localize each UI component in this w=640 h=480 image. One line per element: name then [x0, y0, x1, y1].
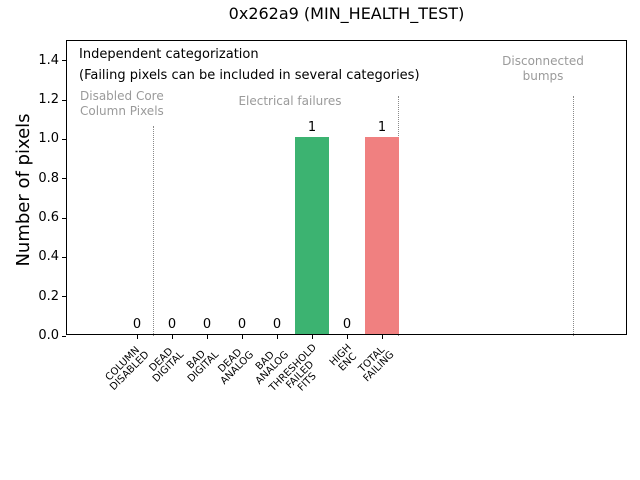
- y-tick-mark: [62, 296, 66, 298]
- y-tick-label: 0.8: [38, 170, 59, 186]
- x-tick-label: COLUMN DISABLED: [103, 344, 152, 393]
- group-label-disabled-core-column-pixels: Disabled Core Column Pixels: [80, 89, 164, 118]
- x-tick-label: TOTAL FAILING: [356, 344, 397, 385]
- y-tick-mark: [62, 60, 66, 62]
- y-tick-mark: [62, 256, 66, 258]
- x-tick-mark: [311, 335, 313, 339]
- y-tick-mark: [62, 138, 66, 140]
- y-tick-label: 1.0: [38, 131, 59, 147]
- bar-value-label: 1: [307, 120, 317, 136]
- x-tick-mark: [171, 335, 173, 339]
- chart-title: 0x262a9 (MIN_HEALTH_TEST): [228, 4, 465, 23]
- x-tick-mark: [381, 335, 383, 339]
- x-tick-mark: [346, 335, 348, 339]
- y-tick-mark: [62, 99, 66, 101]
- y-tick-mark: [62, 335, 66, 337]
- y-tick-mark: [62, 217, 66, 219]
- x-tick-mark: [136, 335, 138, 339]
- x-tick-mark: [276, 335, 278, 339]
- bar-value-label: 0: [132, 317, 142, 332]
- separator-line: [573, 96, 574, 336]
- group-label-disconnected-bumps: Disconnected bumps: [502, 54, 584, 83]
- note-failing-pixels: (Failing pixels can be included in sever…: [79, 68, 420, 83]
- y-tick-label: 1.4: [38, 52, 59, 68]
- bar-value-label: 0: [202, 317, 212, 332]
- bar: [295, 137, 329, 334]
- y-tick-mark: [62, 178, 66, 180]
- bar: [365, 137, 399, 334]
- bar-value-label: 0: [167, 317, 177, 332]
- y-tick-label: 0.0: [38, 328, 59, 343]
- note-independent-categorization: Independent categorization: [79, 47, 259, 62]
- y-tick-label: 0.6: [38, 210, 59, 225]
- x-tick-mark: [241, 335, 243, 339]
- x-tick-mark: [206, 335, 208, 339]
- bar-value-label: 0: [272, 317, 282, 332]
- x-tick-label: DEAD DIGITAL: [147, 346, 187, 385]
- separator-line: [153, 126, 154, 336]
- bar-value-label: 0: [237, 317, 247, 332]
- bar-value-label: 1: [377, 120, 387, 136]
- y-tick-label: 0.4: [38, 249, 59, 265]
- bar-value-label: 0: [342, 317, 352, 332]
- x-tick-label: DEAD ANALOG: [216, 347, 257, 387]
- x-tick-label: BAD DIGITAL: [184, 348, 222, 385]
- y-tick-label: 1.2: [38, 92, 59, 107]
- y-tick-label: 0.2: [38, 288, 59, 304]
- group-label-electrical-failures: Electrical failures: [238, 94, 342, 108]
- plot-area: 0.0 0.2 0.4 0.6 0.8 1.0 1.2 1.4 0 COLUMN DISABLED…: [38, 40, 627, 394]
